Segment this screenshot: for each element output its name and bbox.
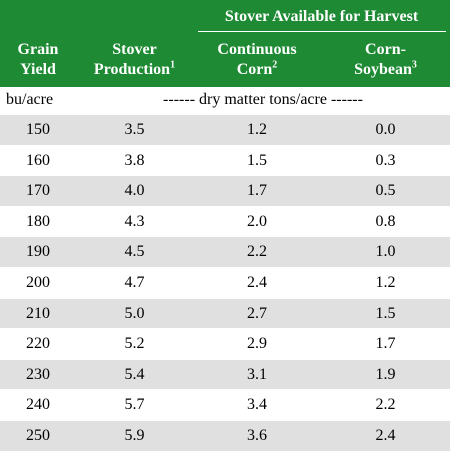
yield-unit: bu/acre: [6, 91, 54, 108]
grain-yield-cell: 150: [26, 121, 50, 138]
stover-production-cell: 5.7: [124, 396, 145, 414]
corn-soybean-cell: 1.5: [375, 304, 396, 322]
stover-production-cell: 4.5: [124, 243, 145, 261]
grain-yield-line2: Yield: [20, 61, 56, 78]
corn-soybean-cell: 1.7: [375, 335, 396, 353]
table-row: 220 5.2 2.9 1.7: [0, 328, 450, 359]
continuous-corn-cell: 1.5: [247, 151, 267, 169]
table-row: 160 3.8 1.5 0.3: [0, 144, 450, 176]
stover-production-cell: 4.0: [124, 182, 145, 200]
continuous-corn-cell: 1.2: [247, 121, 267, 138]
grain-yield-cell: 220: [26, 335, 50, 353]
table-row: 230 5.4 3.1 1.9: [0, 358, 450, 390]
grain-yield-cell: 240: [26, 396, 50, 414]
tons-unit: ------ dry matter tons/acre ------: [163, 91, 363, 108]
stover-production-cell: 3.8: [124, 151, 145, 169]
continuous-corn-cell: 3.1: [247, 365, 267, 383]
stover-production-cell: 4.3: [124, 212, 145, 230]
corn-soybean-cell: 2.2: [375, 396, 396, 414]
continuous-corn-cell: 3.6: [247, 426, 267, 444]
table-header: Stover Available for Harvest Grain Yield…: [0, 0, 450, 87]
table-row: 150 3.5 1.2 0.0: [0, 114, 450, 145]
table-row: 210 5.0 2.7 1.5: [0, 297, 450, 329]
corn-soybean-line2: Soybean: [354, 61, 412, 78]
grain-yield-cell: 210: [26, 304, 50, 322]
continuous-corn-line1: Continuous: [217, 41, 297, 58]
grain-yield-cell: 160: [26, 151, 50, 169]
stover-production-line1: Stover: [112, 41, 157, 58]
table-row: 200 4.7 2.4 1.2: [0, 266, 450, 298]
stover-production-cell: 5.4: [124, 365, 145, 383]
table-body: 150 3.5 1.2 0.0 160 3.8 1.5 0.3 170 4.0 1.7 0.5 180 4…: [0, 114, 450, 451]
corn-soybean-cell: 1.2: [375, 273, 396, 291]
grain-yield-cell: 250: [26, 426, 50, 444]
stover-production-cell: 3.5: [124, 121, 145, 138]
continuous-corn-cell: 2.7: [247, 304, 267, 322]
stover-production-header: Stover Production1: [76, 40, 193, 80]
corn-soybean-line1: Corn-: [365, 41, 406, 58]
grain-yield-line1: Grain: [17, 41, 59, 58]
stover-available-heading: Stover Available for Harvest: [224, 8, 419, 25]
stover-production-cell: 4.7: [124, 273, 145, 291]
table-row: 240 5.7 3.4 2.2: [0, 389, 450, 420]
header-span-rule: [198, 31, 446, 32]
table-row: 190 4.5 2.2 1.0: [0, 236, 450, 267]
continuous-corn-line2: Corn: [236, 61, 273, 78]
continuous-corn-header: Continuous Corn2: [193, 40, 321, 80]
grain-yield-cell: 170: [26, 182, 50, 200]
stover-production-cell: 5.2: [124, 335, 145, 353]
stover-production-cell: 5.9: [124, 426, 145, 444]
table-row: 250 5.9 3.6 2.4: [0, 419, 450, 451]
continuous-corn-cell: 2.2: [247, 243, 267, 261]
corn-soybean-cell: 2.4: [375, 426, 396, 444]
corn-soybean-cell: 0.0: [375, 121, 396, 138]
footnote-1-marker: 1: [170, 59, 176, 71]
continuous-corn-cell: 3.4: [247, 396, 267, 414]
corn-soybean-cell: 0.8: [375, 212, 396, 230]
corn-soybean-header: Corn- Soybean3: [321, 40, 450, 80]
footnote-3-marker: 3: [411, 59, 417, 71]
grain-yield-header: Grain Yield: [0, 40, 76, 80]
table-row: 170 4.0 1.7 0.5: [0, 175, 450, 206]
table-row: 180 4.3 2.0 0.8: [0, 205, 450, 237]
grain-yield-cell: 230: [26, 365, 50, 383]
stover-production-cell: 5.0: [124, 304, 145, 322]
grain-yield-cell: 190: [26, 243, 50, 261]
continuous-corn-cell: 1.7: [247, 182, 267, 200]
corn-soybean-cell: 1.0: [375, 243, 396, 261]
continuous-corn-cell: 2.9: [247, 335, 267, 353]
grain-yield-cell: 200: [26, 273, 50, 291]
units-row: bu/acre ------ dry matter tons/acre ----…: [0, 87, 450, 114]
stover-production-line2: Production: [93, 61, 171, 78]
grain-yield-cell: 180: [26, 212, 50, 230]
corn-soybean-cell: 1.9: [375, 365, 396, 383]
footnote-2-marker: 2: [272, 59, 278, 71]
continuous-corn-cell: 2.4: [247, 273, 267, 291]
continuous-corn-cell: 2.0: [247, 212, 267, 230]
corn-soybean-cell: 0.5: [375, 182, 396, 200]
corn-soybean-cell: 0.3: [375, 151, 396, 169]
